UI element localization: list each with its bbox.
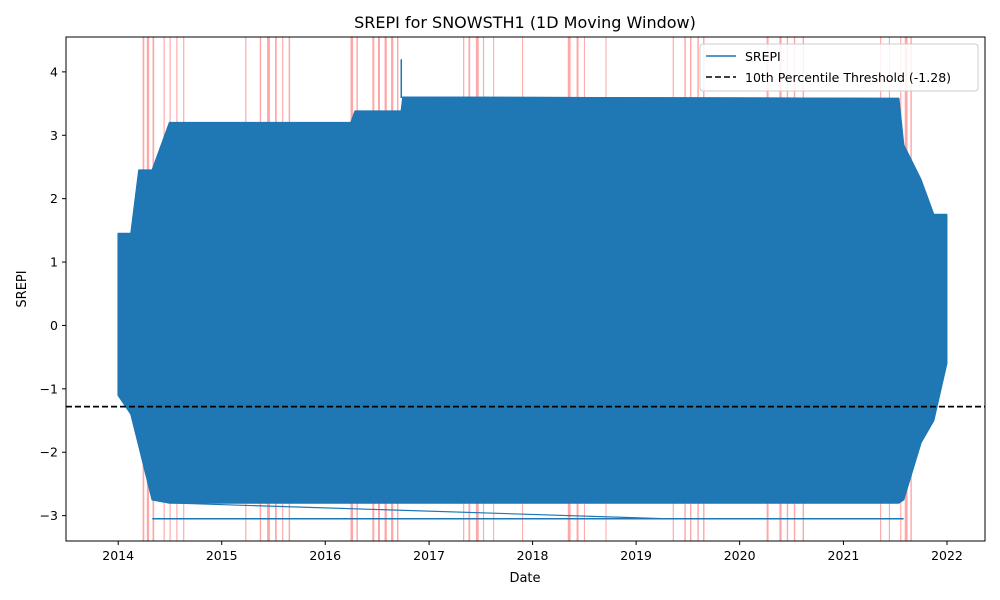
plot-frame bbox=[65, 36, 986, 542]
y-axis-ticks: −3 −2 −1 0 1 2 3 4 bbox=[40, 64, 66, 523]
y-tick-label-0: 0 bbox=[50, 318, 58, 333]
x-tick-label-2020: 2020 bbox=[724, 548, 756, 563]
y-tick-label--3: −3 bbox=[40, 508, 58, 523]
y-tick-label-1: 1 bbox=[50, 255, 58, 270]
legend-srepi-label: SREPI bbox=[745, 49, 781, 64]
x-tick-label-2022: 2022 bbox=[931, 548, 963, 563]
chart-title: SREPI for SNOWSTH1 (1D Moving Window) bbox=[354, 13, 696, 32]
legend-threshold-label: 10th Percentile Threshold (-1.28) bbox=[745, 70, 951, 85]
y-tick-label-2: 2 bbox=[50, 191, 58, 206]
y-tick-label-4: 4 bbox=[50, 64, 58, 79]
y-tick-label--2: −2 bbox=[40, 445, 58, 460]
x-axis-label: Date bbox=[509, 571, 540, 586]
x-tick-label-2015: 2015 bbox=[206, 548, 238, 563]
x-axis-ticks: 2014 2015 2016 2017 2018 2019 2020 2021 2022 bbox=[102, 541, 963, 563]
y-axis-label: SREPI bbox=[15, 270, 30, 307]
srepi-area bbox=[117, 96, 948, 504]
x-tick-label-2017: 2017 bbox=[413, 548, 445, 563]
y-tick-label-3: 3 bbox=[50, 128, 58, 143]
srepi-trough-diagonal bbox=[169, 502, 671, 520]
x-tick-label-2021: 2021 bbox=[828, 548, 860, 563]
y-tick-label--1: −1 bbox=[40, 381, 58, 396]
x-tick-label-2016: 2016 bbox=[309, 548, 341, 563]
srepi-peak bbox=[400, 59, 899, 100]
x-tick-label-2014: 2014 bbox=[102, 548, 134, 563]
x-tick-label-2018: 2018 bbox=[517, 548, 549, 563]
legend-box bbox=[699, 43, 979, 92]
srepi-series bbox=[117, 59, 948, 520]
legend: SREPI 10th Percentile Threshold (-1.28) bbox=[699, 43, 979, 92]
x-tick-label-2019: 2019 bbox=[620, 548, 652, 563]
